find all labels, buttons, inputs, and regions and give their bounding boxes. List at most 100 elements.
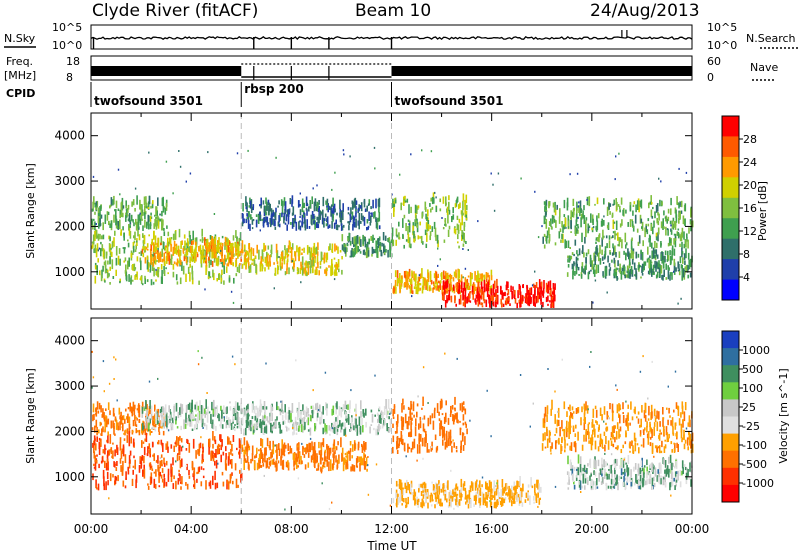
data-cell: [355, 209, 356, 211]
data-cell: [544, 414, 546, 424]
data-cell: [568, 264, 570, 268]
data-cell: [616, 276, 618, 281]
data-cell: [242, 240, 244, 250]
data-cell: [372, 414, 374, 423]
data-cell: [271, 217, 273, 225]
data-cell: [447, 480, 449, 490]
data-cell: [300, 420, 302, 424]
data-cell: [458, 246, 460, 249]
data-cell: [430, 209, 432, 213]
data-cell: [532, 486, 534, 489]
data-cell: [345, 244, 347, 247]
data-cell: [176, 244, 178, 246]
data-cell: [181, 476, 183, 484]
data-cell: [348, 225, 350, 230]
data-cell: [608, 203, 610, 210]
data-cell: [301, 265, 303, 269]
data-cell: [640, 250, 642, 254]
data-cell: [434, 410, 436, 418]
data-cell: [278, 460, 280, 463]
data-cell: [128, 205, 130, 210]
data-cell: [95, 455, 97, 462]
data-cell: [184, 234, 186, 238]
data-cell: [638, 242, 640, 246]
data-cell: [336, 225, 337, 227]
data-cell: [392, 227, 394, 236]
data-cell: [388, 416, 390, 419]
data-cell: [227, 420, 229, 425]
data-cell: [163, 228, 165, 231]
data-cell: [115, 270, 117, 276]
data-cell: [93, 235, 95, 245]
data-cell: [124, 438, 126, 441]
data-cell: [259, 407, 261, 410]
data-cell: [506, 298, 508, 305]
data-cell: [480, 296, 482, 299]
data-cell: [366, 469, 368, 472]
data-cell: [418, 235, 420, 239]
data-cell: [287, 255, 289, 258]
data-cell: [613, 220, 615, 229]
data-cell: [377, 218, 379, 223]
data-cell: [477, 220, 478, 222]
colorbar-tick-label: 20: [743, 179, 757, 192]
data-cell: [201, 460, 203, 464]
data-cell: [156, 206, 158, 211]
data-cell: [690, 227, 692, 232]
data-cell: [143, 442, 145, 444]
data-cell: [554, 295, 556, 302]
data-cell: [212, 270, 214, 278]
data-cell: [408, 204, 410, 214]
data-cell: [301, 221, 303, 226]
data-cell: [460, 403, 462, 410]
data-cell: [542, 237, 544, 244]
data-cell: [591, 228, 593, 231]
data-cell: [497, 480, 499, 489]
data-cell: [235, 260, 237, 267]
data-cell: [405, 498, 407, 503]
data-cell: [189, 476, 191, 479]
data-cell: [154, 472, 156, 474]
data-cell: [641, 405, 643, 413]
data-cell: [122, 423, 124, 432]
data-cell: [395, 200, 397, 204]
data-cell: [168, 420, 170, 424]
data-cell: [648, 437, 650, 445]
data-cell: [150, 224, 152, 227]
data-cell: [451, 275, 453, 279]
data-cell: [317, 242, 319, 250]
data-cell: [133, 466, 135, 468]
data-cell: [187, 248, 189, 255]
data-cell: [250, 459, 252, 464]
data-cell: [178, 412, 180, 418]
data-cell: [646, 421, 648, 427]
data-cell: [247, 456, 249, 463]
data-cell: [595, 280, 596, 282]
data-cell: [151, 406, 153, 415]
data-cell: [440, 499, 442, 503]
data-cell: [601, 414, 603, 420]
data-cell: [547, 439, 549, 448]
data-cell: [342, 234, 344, 241]
data-cell: [298, 200, 300, 208]
data-cell: [139, 234, 141, 240]
data-cell: [133, 442, 135, 445]
data-cell: [395, 431, 397, 434]
data-cell: [304, 422, 306, 430]
data-cell: [452, 405, 454, 410]
data-cell: [254, 456, 256, 459]
data-cell: [99, 234, 101, 239]
data-cell: [316, 453, 318, 460]
data-cell: [551, 400, 553, 410]
data-cell: [225, 446, 227, 451]
data-cell: [142, 407, 144, 414]
data-cell: [567, 259, 569, 262]
data-cell: [489, 492, 491, 495]
data-cell: [486, 501, 488, 507]
data-cell: [261, 450, 263, 459]
data-cell: [460, 428, 462, 430]
data-cell: [318, 208, 320, 212]
data-cell: [625, 441, 627, 444]
data-cell: [374, 147, 375, 149]
data-cell: [190, 413, 192, 418]
